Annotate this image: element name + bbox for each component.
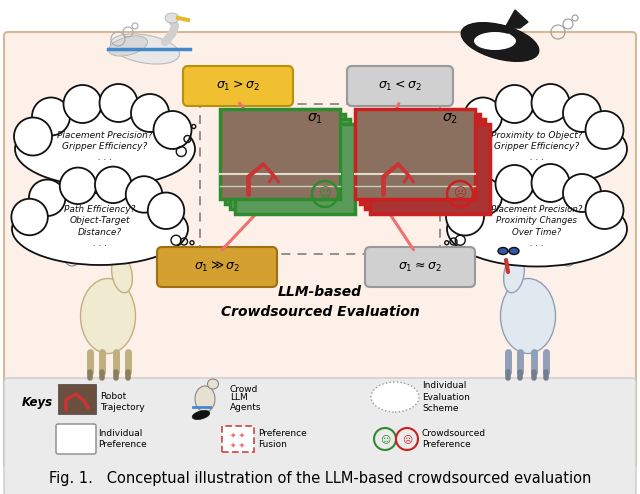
Text: Placement Precision?
Proximity Changes
Over Time?
. . .: Placement Precision? Proximity Changes O… [492, 205, 583, 248]
Ellipse shape [461, 23, 539, 61]
Text: Path Efficiency?
Object-Target
Distance?
. . .: Path Efficiency? Object-Target Distance?… [64, 205, 136, 248]
Text: ☹: ☹ [454, 188, 467, 201]
FancyBboxPatch shape [222, 426, 254, 452]
Ellipse shape [165, 13, 179, 23]
Ellipse shape [446, 198, 484, 236]
FancyBboxPatch shape [183, 66, 293, 106]
Ellipse shape [371, 382, 419, 412]
Ellipse shape [506, 234, 514, 246]
Text: Robot
Trajectory: Robot Trajectory [100, 392, 145, 412]
Text: $\sigma_1$: $\sigma_1$ [307, 112, 323, 126]
Ellipse shape [125, 176, 163, 213]
Text: $\sigma_1 \gg \sigma_2$: $\sigma_1 \gg \sigma_2$ [194, 260, 240, 274]
Text: Crowd: Crowd [230, 384, 259, 394]
FancyBboxPatch shape [360, 114, 480, 204]
Ellipse shape [154, 111, 191, 149]
Ellipse shape [498, 247, 508, 254]
Ellipse shape [464, 97, 502, 135]
FancyBboxPatch shape [365, 119, 485, 209]
Ellipse shape [495, 243, 517, 261]
Text: Agents: Agents [230, 403, 262, 412]
FancyBboxPatch shape [157, 247, 277, 287]
Text: ☺: ☺ [319, 188, 332, 201]
Ellipse shape [148, 193, 184, 229]
Text: Keys: Keys [22, 396, 53, 409]
Text: ☹: ☹ [402, 434, 412, 444]
Text: Individual
Evaluation
Scheme: Individual Evaluation Scheme [422, 381, 470, 412]
FancyBboxPatch shape [235, 124, 355, 214]
Ellipse shape [122, 234, 130, 246]
Ellipse shape [447, 112, 627, 187]
FancyBboxPatch shape [4, 378, 636, 494]
Ellipse shape [111, 34, 180, 64]
Ellipse shape [99, 84, 138, 122]
Text: $\sigma_1 \approx \sigma_2$: $\sigma_1 \approx \sigma_2$ [398, 260, 442, 274]
Ellipse shape [119, 243, 141, 261]
Ellipse shape [531, 164, 570, 202]
Ellipse shape [563, 94, 601, 132]
Text: Placement Precision?
Gripper Efficiency?
. . .: Placement Precision? Gripper Efficiency?… [57, 130, 153, 163]
Ellipse shape [500, 279, 556, 354]
Ellipse shape [474, 32, 516, 50]
Ellipse shape [495, 85, 534, 123]
Text: $\sigma_2$: $\sigma_2$ [442, 112, 458, 126]
Ellipse shape [531, 84, 570, 122]
Text: $\sigma_1 < \sigma_2$: $\sigma_1 < \sigma_2$ [378, 79, 422, 93]
FancyBboxPatch shape [220, 109, 340, 199]
Ellipse shape [192, 411, 210, 419]
Text: LLM-based
Crowdsourced Evaluation: LLM-based Crowdsourced Evaluation [221, 285, 419, 319]
Ellipse shape [586, 191, 623, 229]
Text: Preference
Fusion: Preference Fusion [258, 429, 307, 449]
Text: Individual
Preference: Individual Preference [98, 429, 147, 449]
Ellipse shape [12, 199, 48, 235]
Ellipse shape [109, 36, 147, 56]
Ellipse shape [60, 167, 96, 204]
Text: Crowdsourced
Preference: Crowdsourced Preference [422, 429, 486, 449]
Ellipse shape [447, 192, 627, 266]
Ellipse shape [464, 177, 502, 215]
Text: $\sigma_1 > \sigma_2$: $\sigma_1 > \sigma_2$ [216, 79, 260, 93]
Ellipse shape [29, 179, 65, 216]
FancyBboxPatch shape [365, 247, 475, 287]
Text: ☺: ☺ [380, 434, 390, 444]
Ellipse shape [95, 166, 131, 203]
Ellipse shape [509, 247, 519, 254]
Ellipse shape [495, 165, 534, 203]
Ellipse shape [111, 255, 132, 293]
Text: LLM: LLM [230, 394, 248, 403]
FancyBboxPatch shape [347, 66, 453, 106]
Text: Proximity to Object?
Gripper Efficiency?
. . .: Proximity to Object? Gripper Efficiency?… [492, 130, 583, 163]
Polygon shape [505, 10, 528, 28]
FancyBboxPatch shape [230, 119, 350, 209]
Ellipse shape [32, 97, 70, 135]
Ellipse shape [446, 118, 484, 156]
Ellipse shape [195, 386, 215, 412]
Ellipse shape [63, 85, 102, 123]
Ellipse shape [586, 111, 623, 149]
Ellipse shape [12, 193, 188, 265]
Ellipse shape [504, 255, 524, 293]
Ellipse shape [15, 112, 195, 187]
Ellipse shape [14, 118, 52, 156]
FancyBboxPatch shape [58, 384, 96, 414]
FancyBboxPatch shape [355, 109, 475, 199]
FancyBboxPatch shape [4, 32, 636, 468]
FancyBboxPatch shape [225, 114, 345, 204]
Ellipse shape [131, 94, 169, 132]
Ellipse shape [207, 379, 218, 389]
Text: Fig. 1.   Conceptual illustration of the LLM-based crowdsourced evaluation: Fig. 1. Conceptual illustration of the L… [49, 471, 591, 486]
Ellipse shape [81, 279, 136, 354]
Text: ✦ ✦
✦ ✦: ✦ ✦ ✦ ✦ [230, 430, 246, 450]
FancyBboxPatch shape [370, 124, 490, 214]
FancyBboxPatch shape [56, 424, 96, 454]
Ellipse shape [563, 174, 601, 212]
